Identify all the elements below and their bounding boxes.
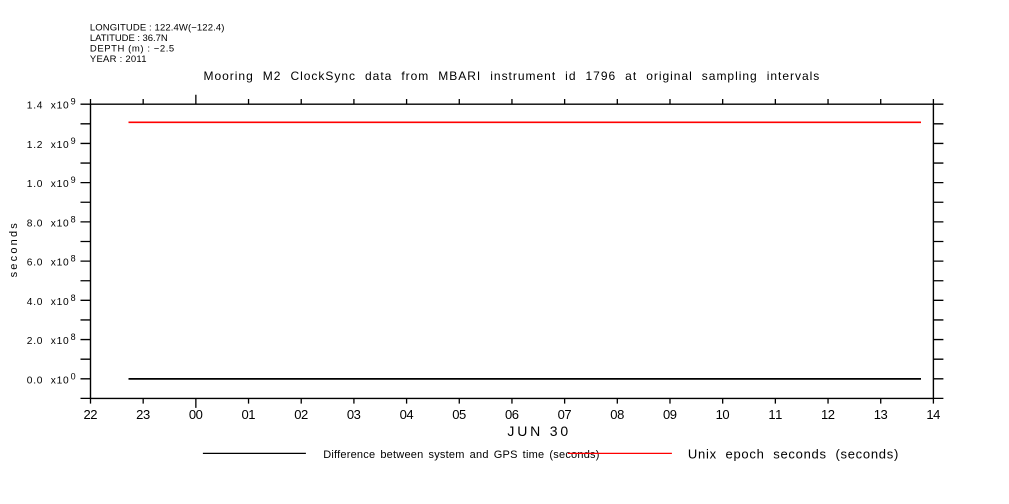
svg-text:12: 12 <box>821 407 835 422</box>
svg-text:JUN 30: JUN 30 <box>507 423 568 439</box>
svg-text:YEAR : 2011: YEAR : 2011 <box>90 54 147 65</box>
svg-text:Unix epoch seconds (seconds): Unix epoch seconds (seconds) <box>688 447 898 462</box>
svg-text:14: 14 <box>926 407 940 422</box>
svg-text:11: 11 <box>768 407 782 422</box>
svg-text:LATITUDE : 36.7N: LATITUDE : 36.7N <box>90 33 168 44</box>
svg-text:DEPTH (m) : −2.5: DEPTH (m) : −2.5 <box>90 43 174 54</box>
svg-text:08: 08 <box>610 407 624 422</box>
svg-text:05: 05 <box>452 407 466 422</box>
svg-text:00: 00 <box>189 407 203 422</box>
svg-text:13: 13 <box>874 407 888 422</box>
svg-text:Difference between system and: Difference between system and GPS time (… <box>323 449 599 461</box>
svg-text:07: 07 <box>558 407 572 422</box>
svg-text:02: 02 <box>294 407 308 422</box>
svg-text:seconds: seconds <box>8 223 20 278</box>
svg-text:23: 23 <box>136 407 150 422</box>
svg-text:06: 06 <box>505 407 519 422</box>
svg-text:03: 03 <box>347 407 361 422</box>
svg-text:01: 01 <box>242 407 256 422</box>
svg-text:04: 04 <box>400 407 414 422</box>
svg-text:10: 10 <box>716 407 730 422</box>
svg-text:22: 22 <box>84 407 98 422</box>
svg-text:09: 09 <box>663 407 677 422</box>
svg-text:LONGITUDE : 122.4W(−122.4): LONGITUDE : 122.4W(−122.4) <box>90 22 225 33</box>
svg-text:Mooring M2 ClockSync data from: Mooring M2 ClockSync data from MBARI ins… <box>204 69 820 83</box>
